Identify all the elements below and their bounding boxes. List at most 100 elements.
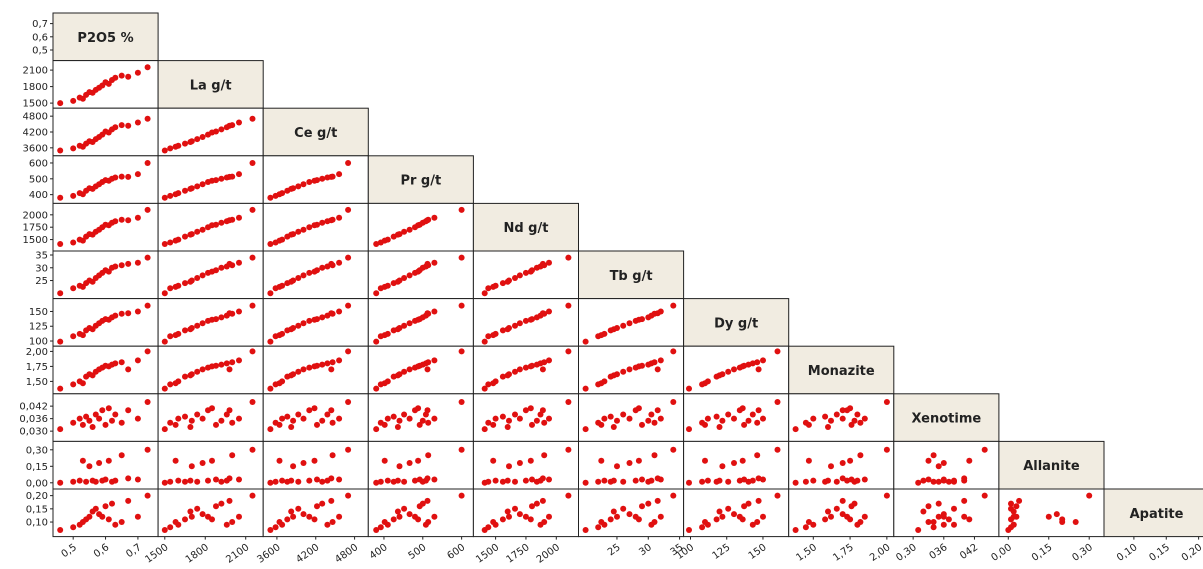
scatter-point [506, 417, 512, 424]
scatter-point [825, 424, 831, 430]
scatter-point [626, 460, 633, 466]
scatter-point [961, 497, 968, 504]
scatter-point [527, 363, 534, 370]
scatter-point [961, 513, 968, 520]
scatter-cell-9-0 [52, 440, 159, 490]
scatter-point [512, 411, 518, 418]
scatter-point [345, 160, 352, 166]
scatter-point [854, 411, 861, 418]
diagonal-cell-10: Apatite [1103, 488, 1203, 538]
scatter-point [57, 479, 64, 486]
scatter-point [118, 359, 125, 366]
scatter-point [182, 478, 188, 485]
scatter-point [118, 419, 125, 426]
scatter-point [485, 478, 492, 485]
scatter-point [833, 411, 840, 418]
scatter-point [172, 283, 179, 290]
scatter-point [209, 316, 215, 323]
scatter-point [311, 405, 318, 412]
scatter-point [167, 285, 174, 292]
scatter-point [390, 516, 397, 523]
scatter-cell-5-1 [157, 250, 264, 300]
y-tick-label: 0,042 [19, 402, 48, 413]
scatter-point [935, 463, 942, 470]
x-tick-label: 400 [368, 542, 390, 562]
scatter-point [167, 145, 174, 152]
scatter-point [614, 463, 620, 470]
scatter-point [774, 492, 781, 499]
scatter-point [527, 268, 534, 275]
variable-label: La g/t [190, 78, 232, 93]
scatter-point [527, 316, 534, 323]
scatter-point [288, 508, 295, 515]
scatter-point [57, 338, 64, 345]
scatter-point [300, 226, 307, 233]
scatter-point [125, 260, 132, 267]
scatter-point [533, 500, 540, 507]
scatter-point [966, 457, 973, 464]
scatter-point [582, 527, 589, 533]
scatter-point [311, 316, 318, 323]
scatter-point [396, 463, 403, 470]
scatter-point [848, 421, 855, 428]
scatter-point [546, 357, 552, 364]
scatter-point [272, 524, 279, 531]
scatter-point [598, 457, 605, 464]
y-tick-label: 1500 [23, 235, 48, 246]
scatter-point [345, 446, 352, 453]
scatter-point [328, 260, 335, 267]
scatter-point [118, 72, 125, 79]
scatter-point [194, 275, 201, 281]
scatter-point [70, 381, 77, 388]
scatter-point [940, 521, 947, 528]
scatter-point [199, 320, 206, 327]
scatter-point [981, 446, 988, 453]
scatter-point [419, 500, 426, 507]
scatter-point [223, 360, 230, 367]
scatter-cell-frame [157, 393, 264, 442]
diagonal-cell-bg [998, 440, 1105, 490]
scatter-cell-frame [262, 250, 369, 300]
scatter-point [300, 415, 307, 422]
scatter-point [485, 333, 492, 340]
scatter-point [598, 421, 605, 428]
scatter-point [490, 332, 497, 339]
scatter-point [704, 415, 711, 422]
scatter-point [182, 327, 188, 334]
scatter-point [595, 478, 602, 485]
scatter-point [267, 241, 274, 247]
scatter-point [582, 426, 589, 433]
scatter-point [512, 322, 518, 329]
y-tick-label: 3600 [23, 143, 48, 154]
scatter-point [329, 359, 336, 366]
scatter-point [288, 231, 295, 238]
scatter-cell-frame [262, 488, 369, 538]
scatter-cell-8-7 [788, 393, 895, 442]
scatter-point [167, 419, 174, 426]
scatter-point [828, 513, 834, 520]
scatter-point [529, 421, 535, 428]
scatter-point [424, 366, 431, 373]
scatter-point [601, 415, 608, 422]
scatter-point [415, 363, 422, 370]
variable-label: Nd g/t [503, 221, 548, 236]
scatter-point [915, 479, 922, 486]
scatter-point [731, 366, 737, 373]
scatter-point [481, 290, 488, 297]
scatter-point [857, 452, 864, 459]
scatter-point [112, 263, 119, 270]
x-tick-label: 0,15 [1147, 542, 1172, 564]
scatter-point [328, 173, 335, 180]
scatter-point [276, 237, 283, 244]
scatter-point [739, 516, 746, 523]
scatter-point [86, 463, 93, 470]
scatter-point [725, 505, 732, 512]
scatter-point [96, 415, 103, 422]
scatter-point [620, 411, 627, 418]
scatter-point [328, 366, 335, 373]
scatter-point [236, 171, 242, 178]
scatter-point [99, 513, 106, 520]
diagonal-cell-2: Ce g/t [262, 107, 369, 157]
scatter-point [182, 516, 188, 523]
scatter-point [792, 479, 799, 486]
